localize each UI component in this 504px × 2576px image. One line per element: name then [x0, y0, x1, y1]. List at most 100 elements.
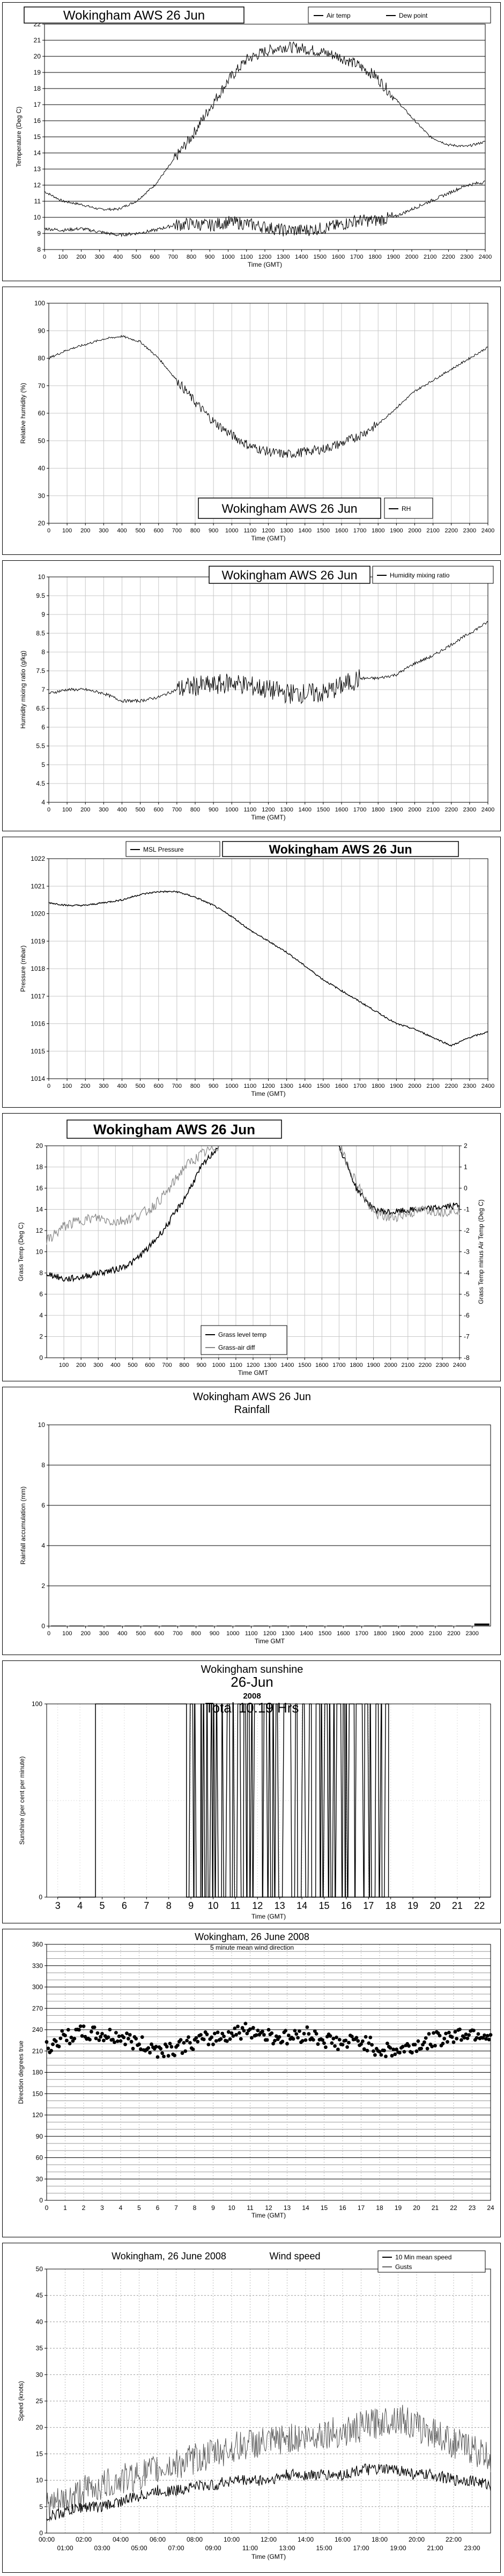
wind-dir-point [173, 2053, 176, 2058]
wind-dir-point [199, 2033, 203, 2037]
wind-dir-point [465, 2036, 470, 2040]
wind-dir-point [150, 2042, 153, 2046]
y-right-tick-label: -6 [464, 1312, 470, 1319]
wind-dir-point [485, 2033, 490, 2038]
wind-dir-point [187, 2035, 190, 2039]
x-tick-label: 800 [191, 1630, 201, 1637]
y-tick-label: 50 [36, 2265, 43, 2273]
x-tick-label: 1600 [335, 807, 348, 813]
x-tick-label: 2200 [445, 528, 458, 534]
series-msl-pressure [48, 890, 488, 1047]
x-tick-label: 1900 [390, 807, 403, 813]
y-tick-label: 80 [38, 355, 46, 362]
wind-dir-point [46, 2046, 50, 2051]
wind-dir-point [180, 2051, 184, 2055]
series-grass-air-diff-1 [46, 1145, 219, 1245]
series-mixing-ratio [48, 621, 488, 705]
wind-dir-point [234, 2033, 238, 2037]
wind-dir-point [316, 2042, 320, 2046]
wind-dir-point [476, 2032, 480, 2036]
x-tick-label: 2000 [408, 807, 421, 813]
x-tick-label: 600 [154, 1630, 164, 1637]
x-tick-label: 1600 [337, 1630, 350, 1637]
y-tick-label: 30 [38, 492, 46, 500]
rain-bar [327, 1626, 342, 1627]
wind-dir-point [488, 2033, 493, 2037]
x-tick-label: 2000 [408, 528, 421, 534]
wind-dir-point [430, 2045, 434, 2048]
wind-dir-point [298, 2029, 301, 2033]
x-axis-label: Time (GMT) [251, 535, 285, 542]
x-tick-label: 2200 [445, 1083, 458, 1089]
y-right-tick-label: -8 [464, 1354, 470, 1362]
wind-dir-point [58, 2036, 63, 2040]
y-tick-label: 15 [34, 133, 41, 141]
wind-dir-point [57, 2044, 61, 2048]
y-tick-label: 30 [36, 2371, 43, 2379]
series-grass-temp-1 [46, 1145, 219, 1283]
x-tick-label: 1100 [244, 807, 257, 813]
series-gusts [46, 2405, 491, 2522]
wind-dir-point [462, 2036, 466, 2040]
x-tick-label: 2200 [442, 254, 455, 260]
x-tick-label: 1700 [355, 1630, 368, 1637]
x-tick-label: 1200 [263, 1630, 276, 1637]
wind-dir-point [314, 2032, 318, 2036]
y-tick-label: 8 [39, 1269, 43, 1277]
x-tick-label: 1900 [367, 1362, 380, 1368]
y-tick-label: 1017 [31, 992, 45, 1000]
x-tick-label: 1100 [240, 254, 253, 260]
x-tick-label: 1500 [317, 528, 330, 534]
wind-dir-point [77, 2028, 81, 2032]
x-tick-label: 2400 [453, 1362, 466, 1368]
y-tick-label: 6.5 [36, 705, 45, 712]
wind-dir-point [239, 2037, 243, 2041]
x-tick-label: 15 [318, 1900, 329, 1911]
y-tick-label: 0 [39, 1893, 42, 1901]
x-tick-label: 13 [275, 1900, 285, 1911]
rain-bar [124, 1626, 140, 1627]
wind-dir-point [139, 2047, 143, 2051]
x-tick-label: 2000 [405, 254, 418, 260]
x-tick-label: 1600 [335, 528, 348, 534]
wind-dir-point [108, 2028, 112, 2032]
wind-dir-point [433, 2044, 437, 2048]
wind-dir-point [284, 2029, 287, 2033]
x-tick-label: 1500 [314, 254, 327, 260]
x-tick-label: 1500 [317, 1083, 330, 1089]
x-tick-label: 800 [187, 254, 196, 260]
wind-dir-point [92, 2025, 97, 2029]
x-tick-label: 100 [62, 807, 72, 813]
x-tick-label: 2000 [410, 1630, 423, 1637]
x-tick-label: 900 [210, 1630, 219, 1637]
wind-dir-point [94, 2036, 98, 2040]
x-tick-label: 1500 [298, 1362, 311, 1368]
x-tick-label: 2300 [463, 1083, 476, 1089]
x-tick-label: 08:00 [187, 2536, 203, 2543]
x-tick-label: 02:00 [76, 2536, 92, 2543]
x-axis-label: Time (GMT) [251, 1090, 285, 1097]
y-tick-label: 8.5 [36, 630, 45, 637]
wind-dir-point [265, 2038, 269, 2042]
wind-dir-point [165, 2045, 169, 2049]
y-tick-label: 13 [34, 165, 41, 173]
x-tick-label: 2300 [461, 254, 473, 260]
x-tick-label: 700 [168, 254, 178, 260]
wind-dir-point [424, 2036, 428, 2040]
y-tick-label: 17 [34, 101, 41, 108]
wind-dir-point [160, 2051, 164, 2055]
series-sunshine-intermittent [186, 1703, 389, 1898]
x-tick-label: 3 [55, 1900, 61, 1911]
x-tick-label: 1400 [295, 254, 308, 260]
wind-dir-point [337, 2038, 342, 2041]
chart-title: Wokingham, 26 June 2008 [195, 1931, 309, 1942]
y-right-tick-label: -4 [464, 1269, 470, 1277]
legend-grass-temp: Grass level temp [218, 1331, 266, 1338]
y-axis-label: Grass Temp (Deg C) [17, 1223, 25, 1282]
wind-dir-point [183, 2049, 188, 2053]
y-tick-label: 5 [41, 761, 45, 769]
y-tick-label: 1018 [31, 965, 45, 972]
wind-dir-point [131, 2046, 135, 2051]
y-tick-label: 330 [32, 1962, 43, 1970]
rain-bar [235, 1626, 250, 1627]
